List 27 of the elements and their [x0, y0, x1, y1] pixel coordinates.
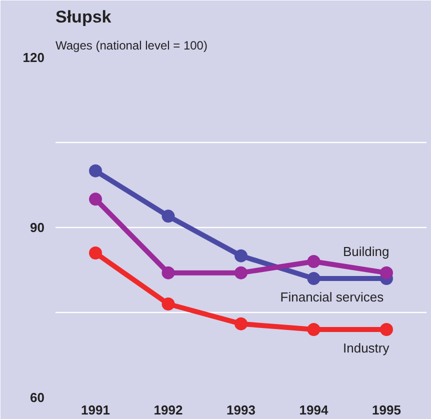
point: [89, 246, 102, 260]
point: [162, 210, 175, 223]
y-tick-label: 90: [30, 220, 45, 235]
chart-subtitle: Wages (national level = 100): [56, 38, 208, 52]
x-tick-label: 1994: [299, 402, 329, 418]
point: [89, 164, 102, 178]
x-tick-label: 1995: [372, 402, 401, 418]
x-tick-label: 1991: [81, 402, 110, 418]
point: [162, 266, 175, 280]
point: [307, 255, 320, 268]
series-label: Building: [342, 244, 390, 259]
point: [234, 266, 248, 280]
point: [89, 192, 102, 206]
point: [162, 298, 175, 310]
point: [307, 272, 320, 285]
y-tick-label: 120: [22, 50, 45, 65]
series-label: Industry: [343, 340, 390, 356]
point: [307, 323, 320, 336]
point: [380, 266, 393, 280]
point: [234, 317, 248, 330]
x-tick-label: 1992: [154, 402, 183, 418]
point: [380, 323, 393, 336]
y-tick-label: 60: [30, 390, 45, 405]
x-tick-label: 1993: [226, 402, 256, 418]
series-label: Financial services: [280, 290, 384, 304]
point: [234, 249, 248, 262]
chart-title: Słupsk: [56, 8, 112, 26]
